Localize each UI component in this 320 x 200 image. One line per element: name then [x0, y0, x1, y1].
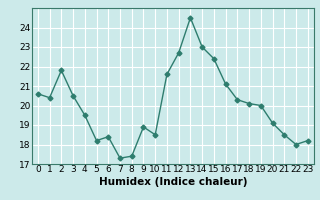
X-axis label: Humidex (Indice chaleur): Humidex (Indice chaleur) — [99, 177, 247, 187]
